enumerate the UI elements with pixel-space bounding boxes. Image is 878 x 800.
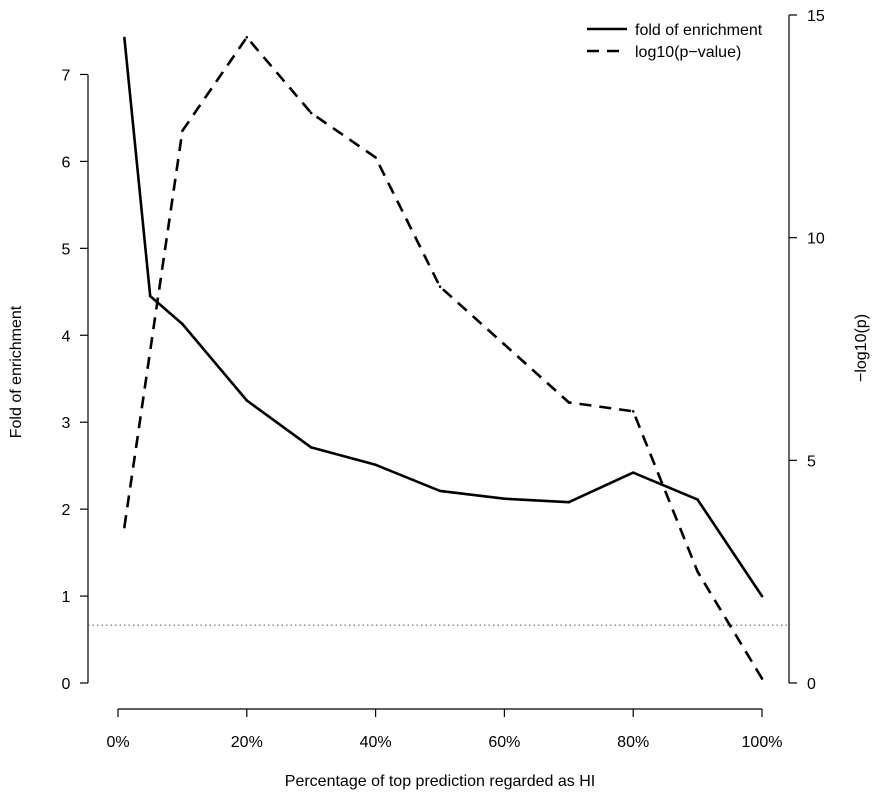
x-axis-title: Percentage of top prediction regarded as… — [285, 773, 595, 790]
x-tick-label: 80% — [617, 734, 649, 751]
data-point — [438, 489, 442, 493]
x-tick-label: 100% — [742, 734, 783, 751]
data-point — [374, 156, 377, 159]
x-tick-label: 40% — [360, 734, 392, 751]
right-y-tick-label: 0 — [807, 676, 816, 693]
data-point — [696, 498, 699, 501]
data-point — [631, 471, 635, 474]
x-tick-label: 0% — [106, 734, 129, 751]
left-y-axis-title: Fold of enrichment — [8, 305, 25, 438]
data-point — [760, 594, 764, 598]
left-y-tick-label: 0 — [62, 676, 71, 693]
left-y-tick-label: 1 — [62, 589, 71, 606]
data-point — [438, 285, 442, 288]
data-point — [760, 677, 764, 680]
data-point — [245, 399, 249, 402]
data-point — [181, 322, 184, 326]
legend-label: fold of enrichment — [635, 22, 763, 39]
right-y-tick-label: 10 — [807, 231, 825, 248]
right-y-axis-title: −log10(p) — [853, 314, 870, 382]
data-point — [631, 410, 635, 413]
legend-label: log10(p−value) — [635, 44, 741, 61]
left-y-tick-label: 5 — [62, 241, 71, 258]
left-y-tick-label: 2 — [62, 502, 71, 519]
left-y-tick-label: 3 — [62, 415, 71, 432]
data-point — [123, 525, 126, 529]
data-point — [309, 111, 313, 115]
data-point — [245, 35, 249, 39]
left-y-tick-label: 4 — [62, 328, 71, 345]
series-line-fold-enrichment — [123, 37, 764, 597]
left-y-tick-label: 6 — [62, 154, 71, 171]
x-tick-label: 20% — [231, 734, 263, 751]
data-point — [123, 36, 126, 40]
right-y-tick-label: 15 — [807, 8, 825, 25]
legend: fold of enrichment log10(p−value) — [587, 22, 763, 61]
data-point — [567, 500, 571, 504]
data-point — [503, 343, 506, 346]
data-point — [567, 401, 571, 404]
axes: 0 1 2 3 4 5 6 7 0 5 10 15 0% 20% 40% 60% 80% 100% — [62, 8, 825, 751]
right-y-tick-label: 5 — [807, 453, 816, 470]
series-line-log10-pvalue — [123, 35, 764, 680]
data-point — [148, 294, 152, 298]
left-y-tick-label: 7 — [62, 67, 71, 84]
data-point — [374, 463, 377, 467]
data-point — [503, 497, 506, 501]
data-point — [309, 446, 313, 449]
data-point — [181, 129, 184, 133]
data-point — [696, 570, 699, 573]
series-layer — [123, 35, 764, 680]
x-tick-label: 60% — [488, 734, 520, 751]
